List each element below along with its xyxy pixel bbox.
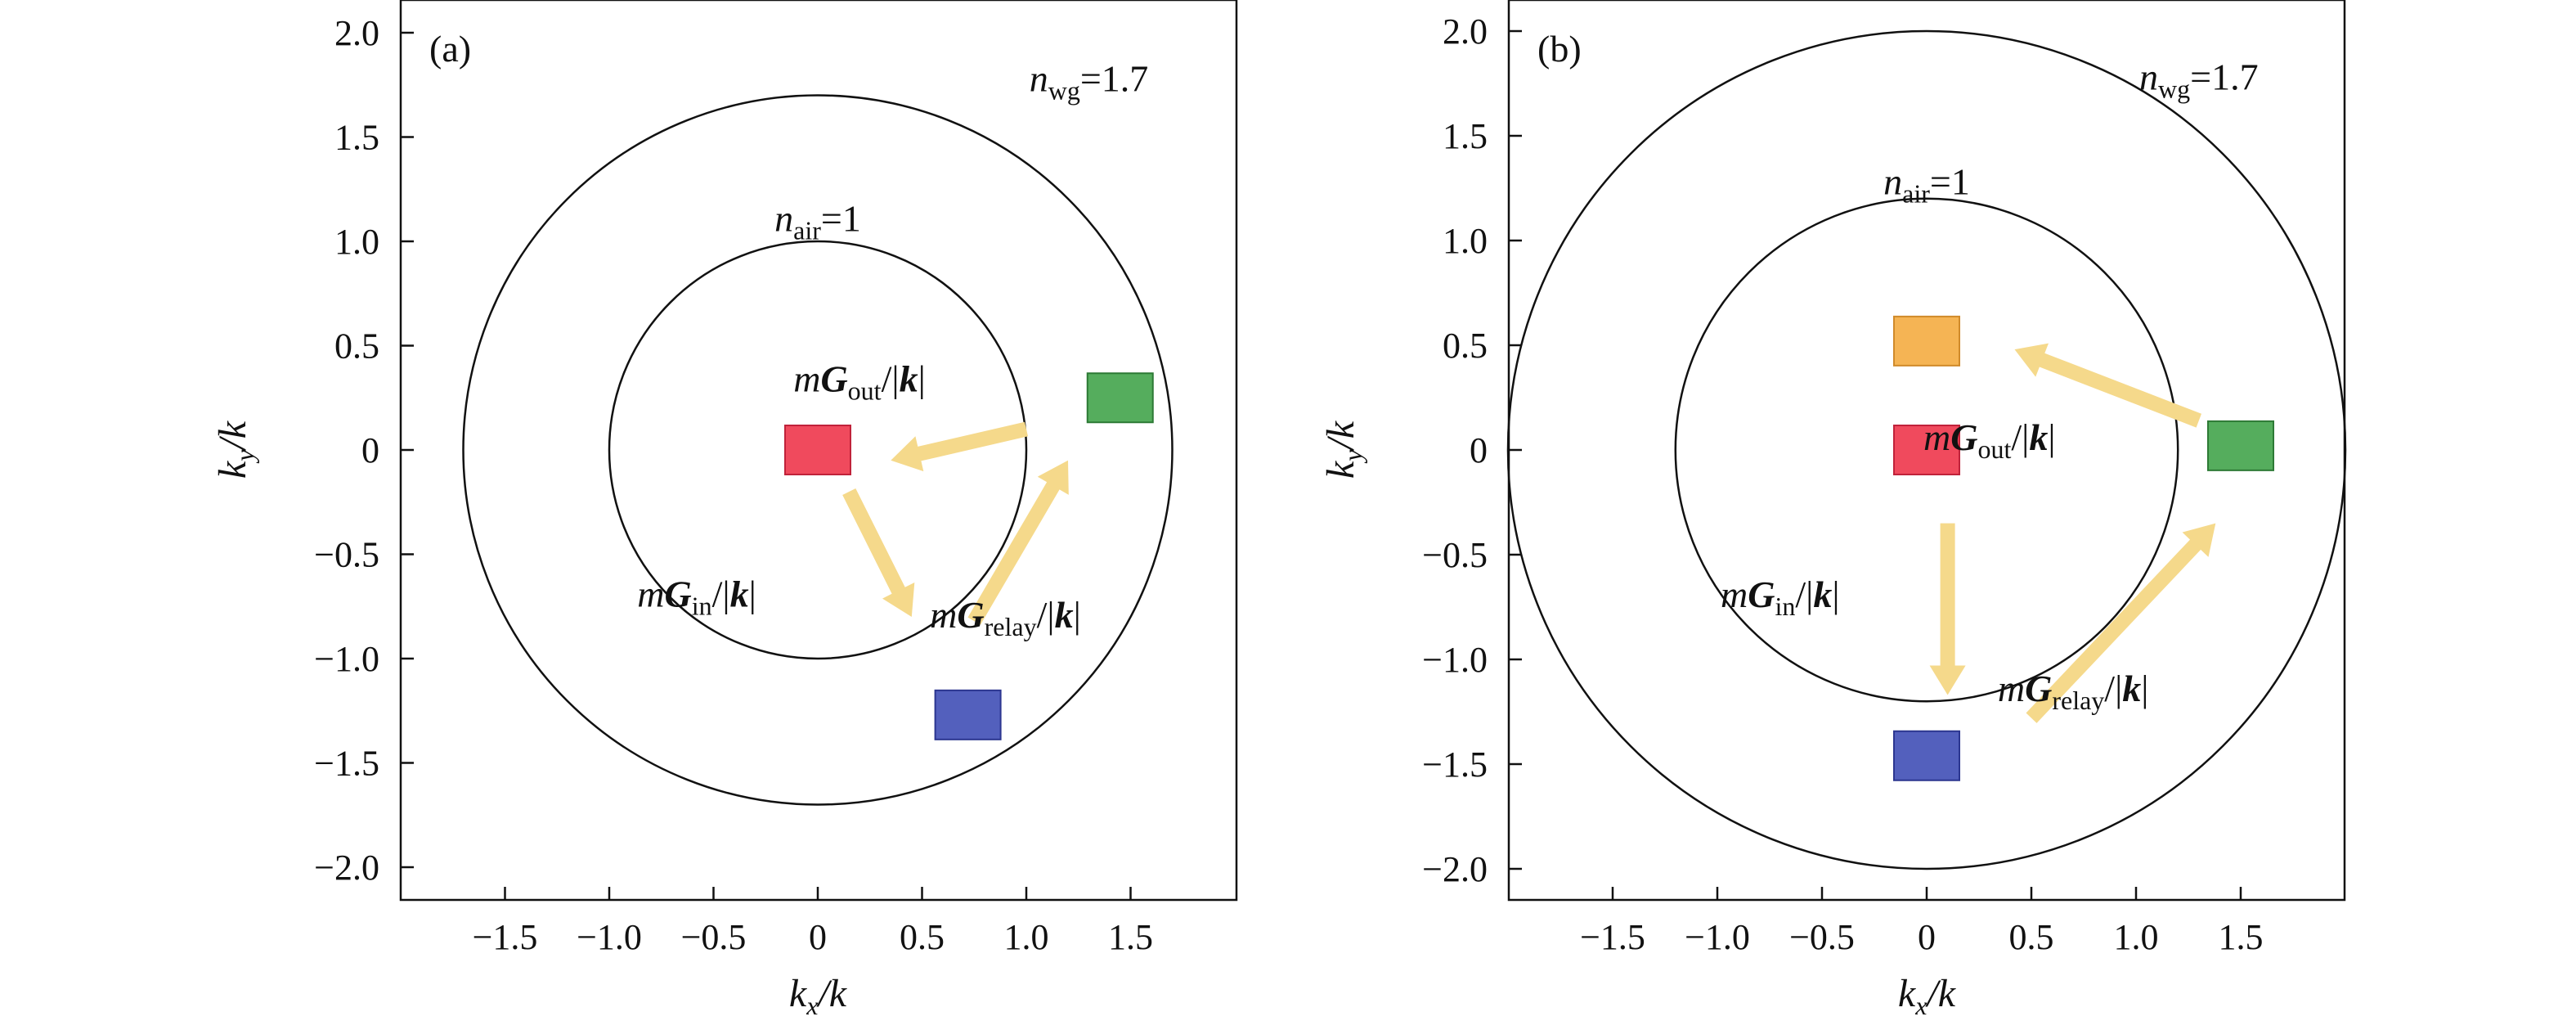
arrow-label-g-in: mGin/|k| [1721,573,1840,621]
x-tick-label: 1.5 [1108,917,1153,957]
x-tick-label: 0.5 [900,917,945,957]
y-tick-label: −2.0 [1422,849,1488,889]
arrow-label-g-out: mGout/|k| [793,358,926,406]
arrow-g-out [891,421,1028,472]
y-tick-label: 0.5 [334,326,379,367]
x-tick-label: −0.5 [681,917,747,957]
x-tick-label: 1.5 [2219,917,2264,957]
x-tick-label: 0 [1918,917,1936,957]
panel-b: −1.5 −1.0 −0.5 0 0.5 1.0 1.52.01.51.00.50−0.5−… [1319,0,2347,1020]
y-tick-label: −1.5 [1422,744,1488,785]
marker-green [2207,420,2274,471]
arrow-label-g-in: mGin/|k| [637,573,756,620]
y-tick-label: 2.0 [1443,11,1488,52]
x-tick-label: 0.5 [2009,917,2054,957]
marker-orange [1893,315,1960,367]
circle-label-air: nair=1 [774,197,861,245]
circle-air [608,240,1028,660]
circle-label-air: nair=1 [1883,161,1970,209]
arrow-label-g-relay: mGrelay/|k| [1998,668,2149,715]
x-tick-label: 0 [809,917,827,957]
arrow-g-out [2014,343,2201,428]
arrow-g-in [1929,523,1966,695]
y-tick-label: −0.5 [1422,535,1488,575]
circle-wg [1506,29,2347,870]
x-tick-label: −1.0 [577,917,642,957]
panel-label: (b) [1537,28,1582,70]
y-tick-label: 2.0 [334,13,379,53]
arrow-g-relay [967,460,1069,625]
y-tick-label: 1.5 [1443,116,1488,156]
x-tick-label: −1.5 [473,917,538,957]
marker-red [784,425,851,475]
y-tick-label: 0 [361,430,379,470]
arrow-label-g-out: mGout/|k| [1923,416,2056,464]
arrow-label-g-relay: mGrelay/|k| [930,594,1081,641]
marker-blue [1893,730,1960,781]
circle-label-wg: nwg=1.7 [2139,56,2259,104]
y-tick-label: 0 [1470,430,1488,470]
y-tick-label: −0.5 [314,535,379,575]
panel-label: (a) [429,28,471,70]
y-tick-label: 0.5 [1443,326,1488,366]
y-tick-label: −2.0 [314,848,379,888]
circle-air [1674,197,2179,703]
circle-wg [462,94,1174,806]
x-tick-label: −0.5 [1789,917,1855,957]
x-tick-label: 1.0 [1004,917,1049,957]
arrow-g-in [842,488,915,617]
x-tick-label: 1.0 [2114,917,2159,957]
y-tick-label: −1.5 [314,744,379,784]
x-tick-label: −1.0 [1685,917,1750,957]
y-tick-label: 1.5 [334,118,379,158]
marker-red [1893,425,1960,475]
marker-blue [934,689,1002,740]
y-tick-label: 1.0 [1443,221,1488,261]
y-axis-title: ky/k [1319,420,1367,479]
circle-label-wg: nwg=1.7 [1030,57,1149,105]
y-tick-label: −1.0 [1422,640,1488,680]
panel-a: −1.5 −1.0 −0.5 0 0.5 1.0 1.52.01.51.00.50−0.5−… [211,0,1238,1020]
x-tick-label: −1.5 [1580,917,1645,957]
y-tick-label: −1.0 [314,639,379,679]
arrow-g-relay [2026,523,2216,723]
y-axis-title: ky/k [211,420,259,479]
y-tick-label: 1.0 [334,222,379,262]
x-axis-title: kx/k [789,972,848,1020]
marker-green [1086,372,1154,424]
x-axis-title: kx/k [1898,972,1957,1020]
